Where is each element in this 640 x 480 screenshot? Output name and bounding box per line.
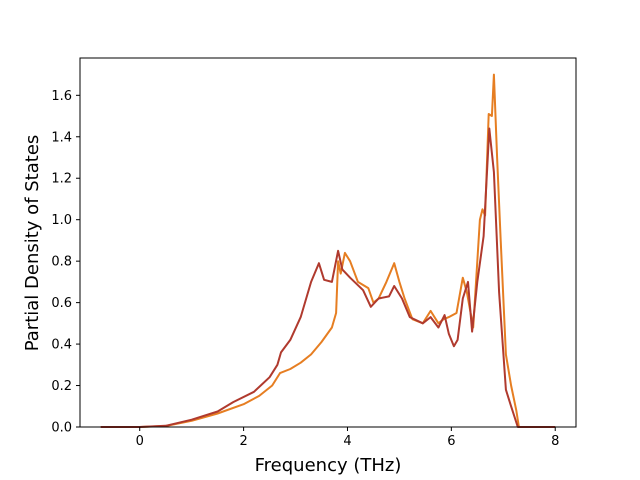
y-tick-label: 1.0 <box>51 213 72 228</box>
tick-layer: 0 2 4 6 8 0.0 0.2 0.4 0.6 0.8 1.0 1.2 1.4 1.6 <box>51 89 559 449</box>
y-tick-label: 0.4 <box>51 338 72 353</box>
x-tick-label: 6 <box>447 434 455 449</box>
x-axis-title: Frequency (THz) <box>255 455 402 476</box>
x-tick-label: 4 <box>343 434 351 449</box>
series-line-1 <box>100 73 556 428</box>
x-tick-label: 2 <box>239 434 247 449</box>
y-tick-label: 1.2 <box>51 172 72 187</box>
y-tick-label: 1.4 <box>51 130 72 145</box>
series-layer <box>100 73 556 428</box>
y-tick-label: 1.6 <box>51 89 72 104</box>
x-tick-label: 0 <box>136 434 144 449</box>
y-tick-label: 0.8 <box>51 255 72 270</box>
y-tick-label: 0.2 <box>51 379 72 394</box>
y-tick-label: 0.6 <box>51 296 72 311</box>
plot-area <box>80 58 576 427</box>
x-tick-label: 8 <box>551 434 559 449</box>
y-tick-label: 0.0 <box>51 421 72 436</box>
y-axis-title: Partial Density of States <box>22 135 43 352</box>
axes-frame <box>79 57 577 428</box>
series-line-2 <box>100 127 556 428</box>
